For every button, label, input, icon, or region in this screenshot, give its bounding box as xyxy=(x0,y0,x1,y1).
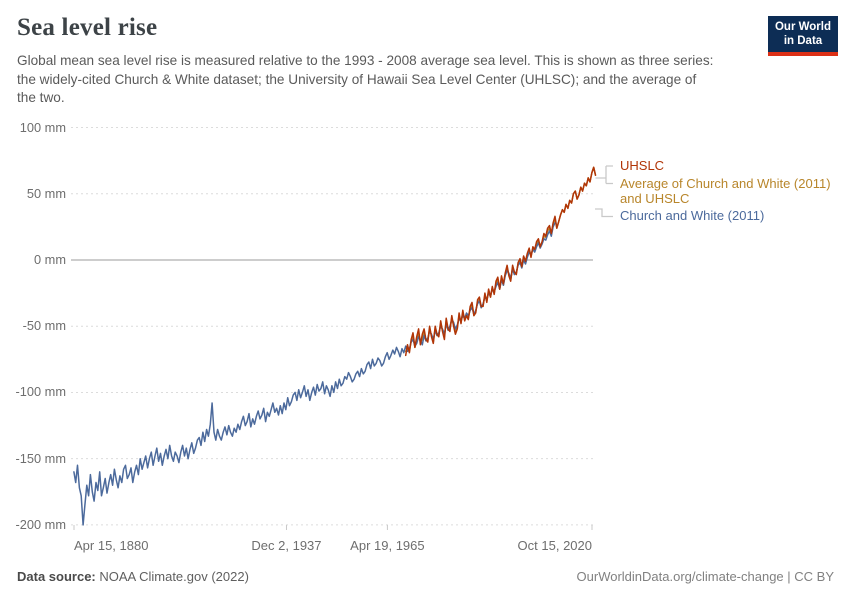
legend-label-church-and-white: Church and White (2011) xyxy=(620,208,765,223)
chart-subtitle: Global mean sea level rise is measured r… xyxy=(17,53,714,105)
legend-item-church-and-white[interactable]: Church and White (2011) xyxy=(620,208,765,224)
page-title: Sea level rise xyxy=(17,14,158,41)
owid-logo-line1: Our World xyxy=(774,21,831,33)
legend-connector-bottom xyxy=(595,208,613,218)
series-line-church-white[interactable] xyxy=(73,222,556,526)
owid-logo-line2: in Data xyxy=(783,34,823,47)
series-line-uhslc[interactable] xyxy=(404,166,597,357)
series-line-average[interactable] xyxy=(404,166,597,353)
legend-item-average[interactable]: Average of Church and White (2011) and U… xyxy=(620,176,848,206)
legend-label-average: Average of Church and White (2011) and U… xyxy=(620,176,831,206)
x-axis-tick-label: Apr 15, 1880 xyxy=(74,538,149,553)
legend-item-uhslc[interactable]: UHSLC xyxy=(620,158,665,174)
data-source-note: Data source: NOAA Climate.gov (2022) xyxy=(17,569,249,584)
owid-logo[interactable]: Our World in Data xyxy=(768,16,838,56)
x-axis-tick-label: Oct 15, 2020 xyxy=(517,538,592,553)
x-axis-tick-label: Apr 19, 1965 xyxy=(350,538,425,553)
owid-citation-link[interactable]: OurWorldinData.org/climate-change | CC B… xyxy=(576,569,834,584)
y-axis-tick-label: -200 mm xyxy=(15,516,67,532)
y-axis-tick-label: -100 mm xyxy=(15,384,67,400)
y-axis-tick-label: -150 mm xyxy=(15,450,67,466)
legend-connector-top xyxy=(595,165,613,185)
y-axis-tick-label: 0 mm xyxy=(34,252,66,267)
y-axis-tick-label: 50 mm xyxy=(26,185,66,201)
legend-label-uhslc: UHSLC xyxy=(620,158,665,173)
x-axis-tick-label: Dec 2, 1937 xyxy=(251,538,322,553)
data-source-label: Data source: xyxy=(17,569,96,584)
y-axis-tick-label: -50 mm xyxy=(22,318,66,334)
y-axis-tick-label: 100 mm xyxy=(19,119,66,135)
data-source-text: NOAA Climate.gov (2022) xyxy=(95,569,249,584)
